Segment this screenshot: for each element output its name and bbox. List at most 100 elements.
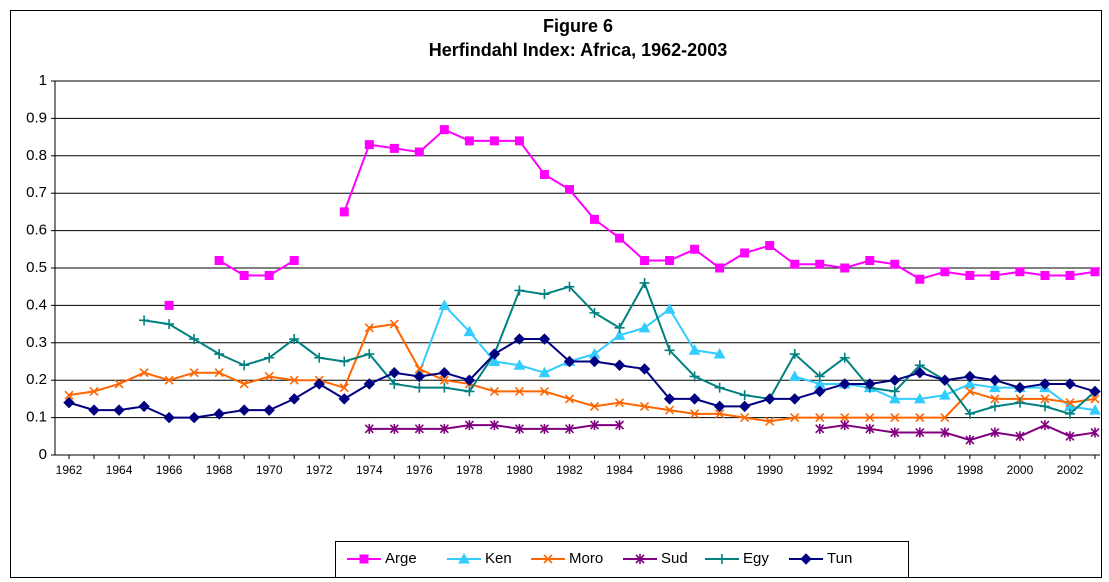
data-point — [915, 274, 925, 284]
data-point — [889, 386, 900, 397]
data-point — [464, 136, 474, 146]
data-point — [839, 352, 850, 363]
data-point — [663, 303, 676, 314]
data-point — [589, 420, 600, 431]
x-tick-label: 1966 — [156, 463, 183, 477]
data-point — [1065, 398, 1075, 408]
chart-subtitle: Herfindahl Index: Africa, 1962-2003 — [429, 40, 727, 60]
data-point — [964, 370, 976, 383]
data-point — [639, 277, 650, 288]
data-point — [264, 270, 274, 280]
data-point — [1090, 394, 1100, 404]
x-tick-label: 1980 — [506, 463, 533, 477]
data-point — [314, 352, 325, 363]
series-line — [68, 323, 1096, 423]
data-point — [289, 334, 300, 345]
legend-marker — [458, 552, 470, 564]
data-point — [239, 379, 249, 389]
data-point — [964, 408, 975, 419]
data-point — [313, 378, 325, 390]
data-point — [463, 374, 476, 386]
data-point — [439, 375, 449, 385]
data-point — [439, 382, 450, 393]
data-point — [214, 256, 224, 266]
data-point — [690, 244, 700, 254]
x-tick-label: 1970 — [256, 463, 283, 477]
data-point — [1014, 381, 1026, 394]
data-point — [139, 315, 150, 326]
data-point — [289, 256, 299, 266]
x-tick-label: 1964 — [106, 463, 133, 477]
data-point — [964, 377, 976, 389]
data-point — [713, 347, 726, 359]
x-tick-label: 1972 — [306, 463, 333, 477]
data-point — [615, 233, 625, 243]
data-point — [564, 281, 575, 292]
data-point — [939, 374, 951, 386]
legend-marker — [359, 554, 369, 564]
data-point — [414, 147, 424, 157]
y-tick-label: 0.9 — [26, 109, 47, 126]
data-point — [815, 423, 825, 434]
data-point — [965, 435, 975, 446]
data-point — [1090, 427, 1100, 438]
x-tick-label: 1978 — [456, 463, 483, 477]
data-point — [414, 364, 424, 374]
data-point — [688, 344, 701, 355]
data-point — [965, 270, 975, 280]
data-point — [690, 409, 700, 419]
data-point — [789, 349, 800, 360]
data-point — [489, 136, 499, 146]
data-point — [915, 413, 925, 423]
data-point — [1040, 270, 1050, 280]
data-point — [815, 259, 825, 269]
data-point — [990, 394, 1000, 404]
data-point — [414, 382, 425, 393]
y-tick-label: 0.7 — [26, 184, 47, 201]
legend-label: Sud — [661, 550, 688, 567]
data-point — [1039, 401, 1050, 412]
data-point — [590, 214, 600, 224]
data-point — [338, 393, 350, 405]
data-point — [1089, 385, 1101, 398]
x-tick-label: 1994 — [856, 463, 883, 477]
data-point — [389, 378, 400, 389]
data-point — [363, 378, 376, 390]
x-tick-label: 2000 — [1007, 463, 1034, 477]
chart-title: Figure 6 — [543, 16, 613, 36]
data-point — [1040, 420, 1050, 431]
data-point — [464, 420, 474, 431]
x-tick-label: 1974 — [356, 463, 383, 477]
y-tick-label: 0.5 — [26, 259, 47, 276]
x-tick-label: 1988 — [706, 463, 733, 477]
data-point — [188, 411, 200, 424]
data-point — [364, 423, 374, 434]
data-point — [1064, 408, 1075, 419]
y-tick-label: 1 — [39, 72, 47, 89]
data-point — [915, 427, 925, 438]
data-point — [965, 386, 975, 396]
legend: Arge Ken Moro Sud Egy Tun — [335, 541, 909, 578]
data-point — [163, 411, 175, 424]
data-point — [539, 289, 550, 300]
data-point — [238, 404, 250, 416]
data-point — [890, 413, 900, 423]
data-point — [688, 393, 701, 405]
x-tick-label: 2002 — [1057, 463, 1084, 477]
data-point — [940, 267, 950, 277]
data-point — [564, 423, 575, 434]
data-point — [739, 390, 750, 401]
x-tick-label: 1998 — [957, 463, 984, 477]
data-point — [364, 323, 374, 333]
x-tick-label: 1996 — [906, 463, 933, 477]
data-point — [213, 408, 225, 420]
data-point — [714, 382, 725, 393]
data-point — [388, 367, 401, 379]
data-point — [489, 420, 499, 431]
data-point — [588, 355, 601, 368]
data-point — [715, 409, 725, 419]
x-tick-label: 1986 — [656, 463, 683, 477]
data-point — [364, 349, 375, 360]
data-point — [989, 401, 1000, 412]
data-point — [514, 285, 525, 296]
